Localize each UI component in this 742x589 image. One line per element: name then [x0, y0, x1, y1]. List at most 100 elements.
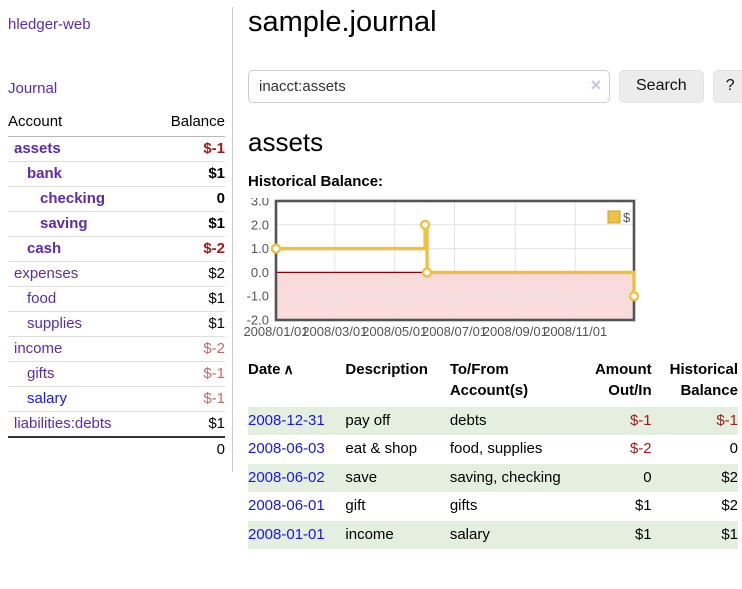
app-title: hledger-web [8, 16, 225, 33]
accounts-body: assets $-1 bank $1 checking 0 saving $1 cash $-2 e… [8, 137, 225, 437]
account-balance: $-2 [149, 336, 225, 362]
clear-search-icon[interactable]: × [590, 74, 601, 95]
account-balance: $1 [149, 211, 225, 237]
transaction-accounts: salary [449, 525, 490, 543]
register-row: 2008-06-01 gift gifts $1 $2 [248, 492, 738, 521]
accounts-header-row: Account Balance [8, 110, 225, 137]
register-header-account: To/From Account(s) [449, 361, 529, 399]
transaction-amount: 0 [643, 468, 652, 486]
transaction-accounts: food, supplies [449, 440, 543, 458]
account-row: salary $-1 [8, 386, 225, 412]
svg-text:2008/11/01: 2008/11/01 [543, 324, 607, 339]
transaction-description: gift [345, 497, 366, 515]
account-balance: $-1 [203, 140, 225, 157]
account-balance: $-1 [149, 361, 225, 387]
transaction-description: income [345, 525, 394, 543]
transaction-balance: $1 [721, 525, 738, 543]
svg-text:2008/05/01: 2008/05/01 [362, 324, 427, 339]
sidebar-account-link[interactable]: food [27, 290, 57, 307]
accounts-table: Account Balance assets $-1 bank $1 checking 0… [8, 110, 225, 462]
sidebar-account-link[interactable]: liabilities:debts [14, 415, 112, 432]
transaction-date-link[interactable]: 2008-06-02 [248, 468, 325, 486]
sidebar-account-link[interactable]: salary [27, 390, 68, 407]
sidebar-account-link[interactable]: assets [14, 140, 61, 157]
transaction-amount: $1 [634, 497, 652, 515]
page-title: sample.journal [248, 6, 437, 38]
svg-text:2008/01/01: 2008/01/01 [243, 324, 308, 339]
transaction-date-link[interactable]: 2008-01-01 [248, 525, 325, 543]
transaction-description: pay off [345, 411, 391, 429]
register-row: 2008-06-03 eat & shop food, supplies $-2 0 [248, 435, 738, 464]
sidebar: hledger-web Journal Account Balance asse… [0, 7, 233, 472]
svg-text:$: $ [623, 210, 631, 225]
account-row: supplies $1 [8, 311, 225, 337]
sidebar-account-link[interactable]: supplies [27, 315, 83, 332]
sidebar-account-link[interactable]: gifts [27, 365, 55, 382]
transaction-amount: $-1 [629, 411, 652, 429]
sidebar-account-link[interactable]: saving [40, 215, 88, 232]
transaction-date-link[interactable]: 2008-06-01 [248, 497, 325, 515]
historical-balance-chart: $3.0 2.0 1.0 0.0 -1.0 -2.02008/01/012008/03/0… [243, 198, 640, 339]
register-row: 2008-01-01 income salary $1 $1 [248, 520, 738, 550]
transaction-accounts: debts [449, 411, 487, 429]
register-header-date[interactable]: Date ∧ [248, 361, 294, 379]
transaction-date-link[interactable]: 2008-12-31 [248, 411, 325, 429]
account-row: food $1 [8, 286, 225, 312]
transaction-balance: $2 [721, 468, 738, 486]
svg-text:2008/07/01: 2008/07/01 [422, 324, 487, 339]
account-row: checking 0 [8, 186, 225, 212]
account-balance: $1 [149, 286, 225, 312]
search-bar: × Search ? [248, 69, 742, 103]
register-row: 2008-06-02 save saving, checking 0 $2 [248, 463, 738, 493]
account-row: assets $-1 [8, 137, 225, 162]
svg-text:-1.0: -1.0 [247, 289, 269, 304]
transaction-balance: 0 [729, 440, 738, 458]
search-input-wrap: × [248, 69, 610, 103]
account-heading: assets [248, 126, 324, 157]
account-balance: $2 [149, 261, 225, 287]
sidebar-account-link[interactable]: cash [27, 240, 62, 257]
search-input[interactable] [248, 69, 610, 103]
transaction-amount: $1 [634, 525, 652, 543]
account-row: income $-2 [8, 336, 225, 362]
accounts-total-row: 0 [8, 436, 225, 462]
accounts-total-balance: 0 [149, 436, 225, 462]
transaction-date-link[interactable]: 2008-06-03 [248, 440, 325, 458]
svg-text:-2.0: -2.0 [247, 313, 269, 328]
sidebar-account-link[interactable]: bank [27, 165, 63, 182]
transaction-balance: $2 [721, 497, 738, 515]
account-balance: $1 [149, 161, 225, 187]
transaction-accounts: gifts [449, 497, 478, 515]
transaction-amount: $-2 [629, 440, 652, 458]
register-row: 2008-12-31 pay off debts $-1 $-1 [248, 406, 738, 436]
main-content: sample.journal × Search ? assets Histori… [233, 6, 742, 550]
sidebar-nav: Journal [8, 80, 225, 97]
spacer [8, 436, 150, 462]
account-row: saving $1 [8, 211, 225, 237]
account-row: gifts $-1 [8, 361, 225, 387]
account-balance: $-2 [149, 236, 225, 262]
svg-text:3.0: 3.0 [251, 198, 269, 209]
accounts-header-balance: Balance [149, 110, 225, 137]
svg-text:2008/09/01: 2008/09/01 [483, 324, 548, 339]
sidebar-account-link[interactable]: income [14, 340, 63, 357]
register-header-amount: Amount Out/In [594, 361, 652, 399]
chart-title: Historical Balance: [248, 173, 384, 191]
register-header-description: Description [345, 361, 428, 379]
search-button[interactable]: Search [619, 69, 704, 103]
transaction-description: eat & shop [345, 440, 418, 458]
register-header-balance: Historical Balance [669, 361, 738, 399]
transaction-description: save [345, 468, 378, 486]
sidebar-item-journal[interactable]: Journal [8, 80, 58, 97]
app-title-link[interactable]: hledger-web [8, 16, 91, 33]
svg-text:2008/03/01: 2008/03/01 [302, 324, 367, 339]
sidebar-account-link[interactable]: checking [40, 190, 106, 207]
help-button[interactable]: ? [712, 69, 742, 103]
sort-asc-icon: ∧ [283, 361, 294, 378]
register-header-row: Date ∧ Description To/From Account(s) Amo… [248, 358, 738, 407]
register-body: 2008-12-31 pay off debts $-1 $-1 2008-06-03 ea… [248, 406, 738, 550]
svg-text:1.0: 1.0 [251, 242, 269, 257]
accounts-header-account: Account [8, 110, 150, 137]
sidebar-account-link[interactable]: expenses [14, 265, 79, 282]
account-balance: $1 [149, 411, 225, 437]
